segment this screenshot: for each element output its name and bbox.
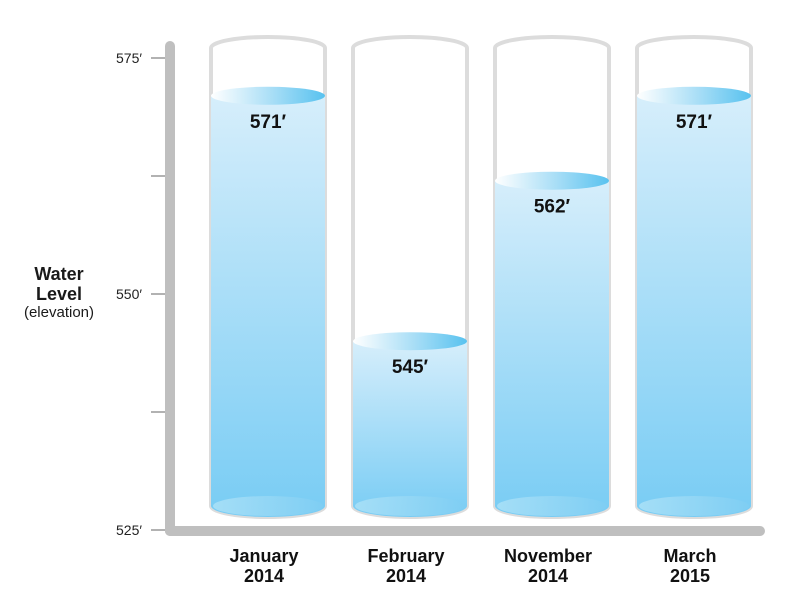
water-surface-3 bbox=[637, 86, 751, 105]
y-axis-title: Water Level (elevation) bbox=[14, 264, 104, 322]
x-tick-year-3: 2015 bbox=[670, 566, 710, 586]
bar-0 bbox=[211, 95, 325, 517]
x-tick-label-2: November bbox=[504, 546, 592, 566]
cylinder-2: 562′ bbox=[493, 35, 611, 519]
value-label-3: 571′ bbox=[676, 112, 713, 133]
water-surface-0 bbox=[211, 86, 325, 105]
x-tick-year-2: 2014 bbox=[528, 566, 568, 586]
bar-2 bbox=[495, 180, 609, 517]
water-base-1 bbox=[355, 496, 465, 516]
cylinder-3: 571′ bbox=[635, 35, 753, 519]
value-label-0: 571′ bbox=[250, 112, 287, 133]
bar-1 bbox=[353, 341, 467, 517]
y-axis-subtitle: (elevation) bbox=[23, 304, 95, 321]
cylinder-1: 545′ bbox=[351, 35, 469, 519]
cylinder-0: 571′ bbox=[209, 35, 327, 519]
y-tick-label-2: 550′ bbox=[116, 286, 142, 302]
value-label-1: 545′ bbox=[392, 357, 429, 378]
water-surface-2 bbox=[495, 171, 609, 190]
water-surface-1 bbox=[353, 332, 467, 351]
x-tick-year-1: 2014 bbox=[386, 566, 426, 586]
x-tick-label-3: March bbox=[663, 546, 716, 566]
x-tick-label-1: February bbox=[367, 546, 444, 566]
water-base-0 bbox=[213, 496, 323, 516]
x-tick-label-0: January bbox=[229, 546, 298, 566]
water-base-2 bbox=[497, 496, 607, 516]
y-axis-title-text: Water Level bbox=[34, 264, 84, 304]
value-label-2: 562′ bbox=[534, 197, 571, 218]
water-base-3 bbox=[639, 496, 749, 516]
y-tick-label-4: 575′ bbox=[116, 50, 142, 66]
x-tick-year-0: 2014 bbox=[244, 566, 284, 586]
y-tick-label-0: 525′ bbox=[116, 522, 142, 538]
bar-3 bbox=[637, 95, 751, 517]
